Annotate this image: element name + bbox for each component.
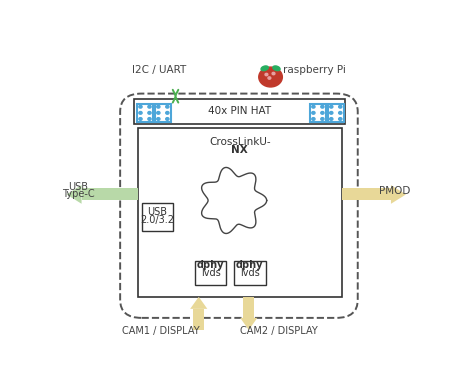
Circle shape (339, 106, 342, 108)
Text: raspberry Pi: raspberry Pi (284, 65, 346, 75)
Circle shape (312, 106, 315, 108)
Bar (342, 188, 391, 201)
Bar (82, 188, 138, 201)
Circle shape (312, 111, 315, 114)
Circle shape (157, 118, 160, 120)
Circle shape (339, 111, 342, 114)
Text: lvds: lvds (201, 268, 220, 278)
Text: USB: USB (148, 207, 167, 217)
Polygon shape (391, 185, 406, 204)
Bar (155, 104, 171, 122)
Ellipse shape (273, 66, 280, 71)
Polygon shape (190, 297, 207, 309)
Text: CrossLinkU-: CrossLinkU- (209, 137, 271, 147)
Text: CAM1 / DISPLAY: CAM1 / DISPLAY (123, 326, 200, 335)
Circle shape (148, 111, 151, 114)
Text: PMOD: PMOD (379, 186, 410, 196)
Circle shape (139, 111, 142, 114)
Text: lvds: lvds (240, 268, 260, 278)
Circle shape (166, 106, 169, 108)
Circle shape (139, 118, 142, 120)
Ellipse shape (261, 66, 268, 71)
Bar (138, 128, 342, 297)
Circle shape (339, 118, 342, 120)
Bar (328, 104, 344, 122)
Circle shape (265, 74, 268, 76)
Circle shape (330, 106, 333, 108)
Text: dphy: dphy (236, 260, 264, 269)
Circle shape (139, 106, 142, 108)
Circle shape (259, 67, 282, 87)
Text: I2C / UART: I2C / UART (132, 65, 187, 75)
Bar (135, 99, 345, 124)
Text: 40x PIN HAT: 40x PIN HAT (208, 106, 272, 116)
Circle shape (321, 106, 324, 108)
Circle shape (148, 106, 151, 108)
Text: CAM2 / DISPLAY: CAM2 / DISPLAY (240, 326, 318, 335)
Bar (235, 261, 266, 285)
Polygon shape (66, 185, 82, 204)
Bar (193, 309, 205, 330)
Circle shape (157, 106, 160, 108)
Bar (142, 203, 173, 231)
Circle shape (268, 77, 271, 79)
Circle shape (330, 118, 333, 120)
Circle shape (330, 111, 333, 114)
Circle shape (166, 118, 169, 120)
Bar (195, 261, 226, 285)
Text: dphy: dphy (197, 260, 225, 269)
Bar (137, 104, 153, 122)
Circle shape (272, 72, 275, 75)
Circle shape (321, 118, 324, 120)
Circle shape (148, 118, 151, 120)
Text: NX: NX (231, 145, 248, 155)
Text: 2.0/3.2: 2.0/3.2 (141, 215, 174, 225)
Circle shape (321, 111, 324, 114)
Text: USB: USB (68, 182, 88, 192)
Bar (310, 104, 326, 122)
Text: Type-C: Type-C (62, 190, 95, 199)
Bar (243, 297, 254, 318)
Polygon shape (240, 318, 257, 330)
Circle shape (157, 111, 160, 114)
Circle shape (166, 111, 169, 114)
Circle shape (312, 118, 315, 120)
